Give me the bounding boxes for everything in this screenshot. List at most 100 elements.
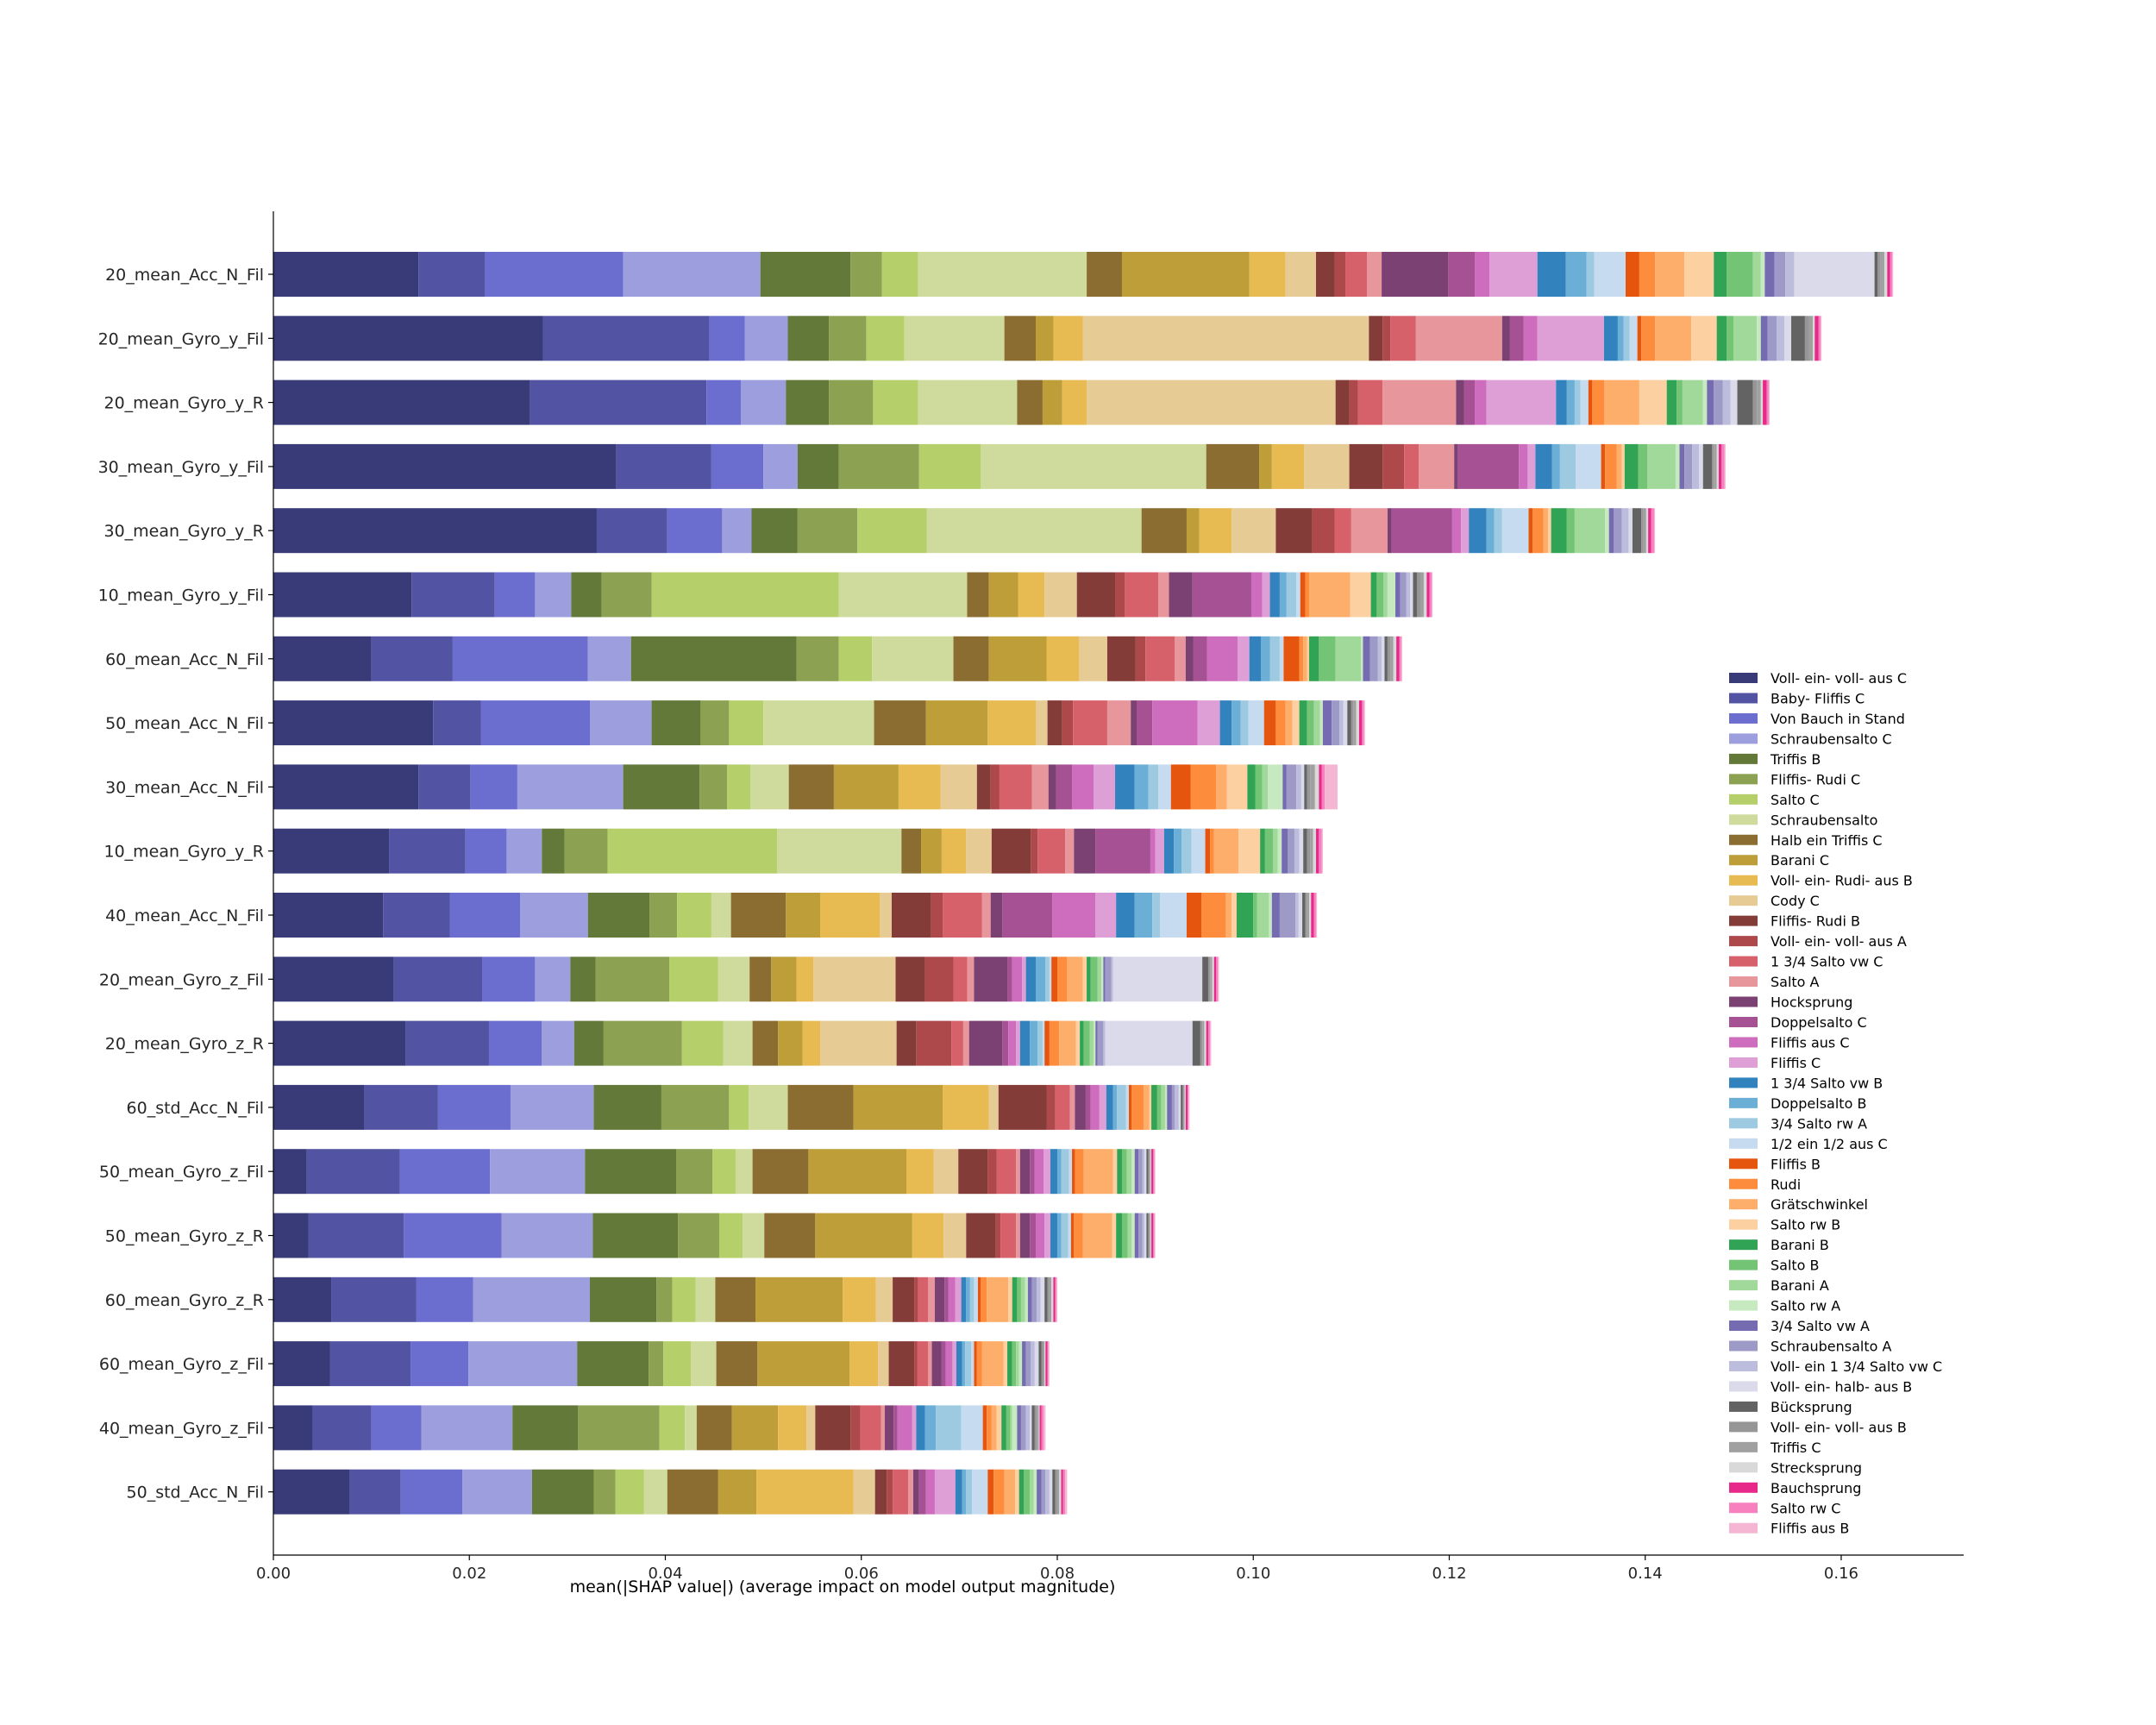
bar-segment [1363, 700, 1365, 746]
bar-segment [1115, 764, 1135, 810]
bar-segment [1121, 252, 1250, 297]
bar-segment [542, 1020, 574, 1066]
bar-segment [681, 1020, 724, 1066]
bar-segment [1356, 700, 1359, 746]
legend-label: Triffis B [1770, 751, 1821, 768]
bar-segment [1271, 893, 1280, 938]
legend-label: Voll- ein- halb- aus B [1771, 1378, 1912, 1395]
bar-segment [1050, 1149, 1057, 1195]
bar-segment [1095, 828, 1150, 874]
bar-segment [912, 1469, 919, 1515]
bar-segment [945, 1341, 953, 1387]
bar-segment [1141, 508, 1187, 554]
bar-segment [1261, 636, 1270, 681]
legend-label: Barani C [1771, 852, 1829, 869]
bar-segment [473, 1276, 590, 1322]
legend-label: Salto rw A [1771, 1298, 1840, 1314]
legend-item: 3/4 Salto vw A [1729, 1318, 1870, 1334]
legend-swatch [1729, 1401, 1758, 1412]
bar-segment [383, 893, 450, 938]
bar-segment [1188, 1084, 1190, 1130]
bar-segment [1145, 636, 1175, 681]
bar-segment [510, 1084, 594, 1130]
bar-segment [512, 1405, 579, 1451]
bar-segment [788, 764, 834, 810]
bar-segment [1413, 572, 1417, 618]
bar-segment [1152, 893, 1161, 938]
bar-segment [1702, 380, 1708, 425]
legend-swatch [1729, 1381, 1758, 1392]
legend-item: Fliffis aus B [1729, 1521, 1849, 1537]
bar-segment [1112, 1213, 1117, 1258]
bar-segment [1053, 1276, 1056, 1322]
bar-segment [1074, 828, 1096, 874]
bar-segment [1347, 700, 1351, 746]
bar-segment [570, 957, 596, 1002]
bar-segment [972, 1469, 988, 1515]
bar-segment [806, 1405, 816, 1451]
bar-segment [1049, 1469, 1053, 1515]
bar-segment [875, 1276, 893, 1322]
bar-segment [982, 1405, 987, 1451]
bar-segment [616, 443, 711, 489]
bar-segment [1125, 1084, 1129, 1130]
bar-segment [371, 636, 453, 681]
bar-segment [1250, 572, 1263, 618]
bar-segment [764, 1213, 816, 1258]
legend-label: Voll- ein- voll- aus B [1771, 1419, 1907, 1435]
legend-swatch [1729, 814, 1758, 825]
bar-segment [1535, 443, 1552, 489]
bar-segment [404, 1213, 502, 1258]
bar-segment [1044, 1020, 1050, 1066]
legend-swatch [1729, 794, 1758, 805]
bar-segment [1309, 572, 1351, 618]
bar-segment [906, 1149, 934, 1195]
bar-segment [1210, 1020, 1212, 1066]
bar-segment [1486, 380, 1557, 425]
bar-segment [757, 1341, 850, 1387]
bar-segment [1586, 252, 1595, 297]
bar-segment [1382, 316, 1391, 361]
bar-segment [1149, 1084, 1152, 1130]
bar-segment [1315, 893, 1318, 938]
bar-segment [887, 1469, 893, 1515]
bar-segment [468, 1341, 578, 1387]
bar-segment [1645, 508, 1649, 554]
bar-segment [331, 1276, 417, 1322]
bar-segment [991, 1405, 997, 1451]
bar-segment [974, 957, 1008, 1002]
legend-swatch [1729, 733, 1758, 744]
bar-segment [1384, 636, 1388, 681]
legend-swatch [1729, 1482, 1758, 1493]
bar-segment [1116, 893, 1135, 938]
bar-segment [1020, 1276, 1025, 1322]
bar-segment [1094, 1020, 1096, 1066]
legend-label: Salto A [1771, 974, 1820, 990]
bar-segment [601, 572, 652, 618]
bar-segment [1016, 1341, 1019, 1387]
bar-segment [1216, 764, 1227, 810]
bar-segment [1089, 1020, 1094, 1066]
legend-label: Fliffis aus C [1771, 1034, 1850, 1051]
bar-segment [418, 252, 486, 297]
bar-segment [1138, 1149, 1143, 1195]
bar-segment [573, 1020, 604, 1066]
bar-segment [872, 636, 954, 681]
bar-segment [1321, 828, 1323, 874]
bar-segment [531, 1469, 594, 1515]
bar-segment [1457, 443, 1520, 489]
bar-segment [1151, 1213, 1154, 1258]
bar-segment [1733, 316, 1758, 361]
legend-label: Fliffis aus B [1771, 1521, 1849, 1537]
bar-segment [961, 1405, 983, 1451]
bar-segment [730, 893, 787, 938]
bar-segment [273, 1341, 330, 1387]
bar-segment [752, 1149, 809, 1195]
bar-segment [895, 957, 925, 1002]
bar-segment [941, 828, 967, 874]
bar-segment [590, 700, 652, 746]
bar-segment [1070, 1213, 1075, 1258]
bar-segment [1632, 508, 1642, 554]
bar-segment [672, 1276, 696, 1322]
bar-segment [1727, 252, 1753, 297]
